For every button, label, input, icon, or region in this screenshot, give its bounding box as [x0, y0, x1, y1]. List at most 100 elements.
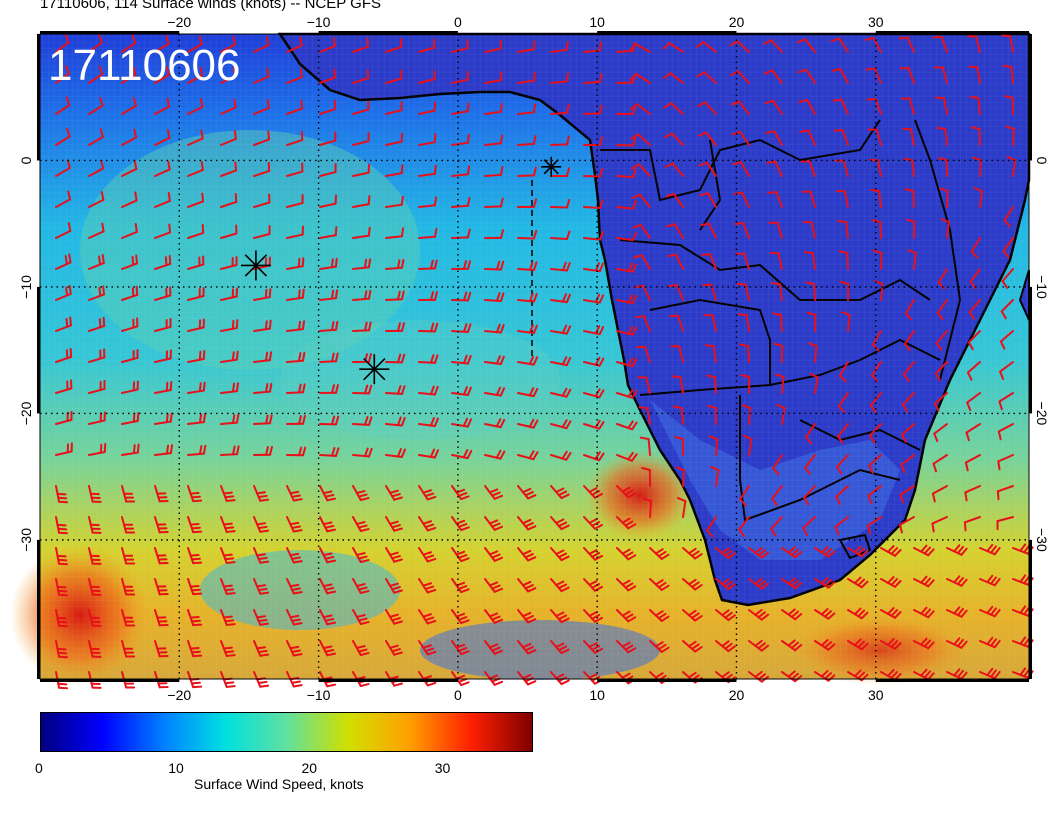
wind-barb — [220, 67, 237, 84]
wind-barb — [836, 423, 849, 444]
wind-barb — [121, 317, 139, 332]
wind-barb — [804, 454, 816, 475]
wind-barb — [418, 322, 439, 333]
left-lat-label: 0 — [18, 156, 34, 164]
wind-barb — [635, 315, 651, 332]
wind-barb — [220, 35, 237, 53]
wind-barbs — [55, 33, 1034, 690]
wind-barb — [730, 70, 750, 84]
colorbar-gradient — [40, 712, 533, 752]
wind-barb — [121, 380, 139, 394]
wind-barb — [385, 164, 404, 177]
colorbar-tick-label: 30 — [434, 760, 451, 776]
wind-barb — [121, 222, 138, 239]
wind-barb — [319, 578, 337, 595]
asterisk-marker-3 — [541, 156, 562, 177]
wind-barb — [629, 73, 651, 84]
wind-barb — [550, 578, 570, 593]
wind-barb — [616, 451, 638, 462]
wind-barb — [979, 574, 1001, 587]
wind-barb — [517, 134, 537, 146]
wind-barb — [55, 442, 73, 456]
wind-barb — [154, 223, 171, 239]
wind-barb — [641, 467, 651, 487]
wind-barb — [286, 609, 303, 626]
wind-barb — [55, 159, 71, 177]
wind-barb — [418, 164, 437, 177]
wind-barb — [451, 260, 472, 270]
wind-barb — [451, 449, 473, 460]
wind-barb — [939, 187, 949, 208]
wind-barb — [352, 516, 370, 532]
top-lon-label: 30 — [868, 14, 884, 30]
wind-barb — [934, 392, 948, 412]
wind-barb — [319, 68, 337, 84]
top-edge-bar — [875, 31, 1029, 34]
wind-barb — [385, 609, 403, 625]
wind-barb — [847, 545, 869, 558]
wind-barb — [708, 435, 719, 456]
wind-barb — [220, 640, 236, 657]
wind-barb — [352, 226, 371, 239]
bottom-lon-label: 30 — [868, 687, 884, 703]
wind-barb — [220, 609, 236, 626]
wind-barb — [451, 417, 473, 428]
wind-barb — [963, 516, 981, 532]
wind-barb — [979, 605, 1001, 618]
wind-barb — [996, 485, 1014, 501]
axis-tick-labels: −20 −20 −10 −10 0 0 10 10 20 20 30 30 0 0 −10 −10 −20 −20… — [18, 14, 1050, 703]
wind-barb — [286, 225, 304, 239]
wind-barb — [418, 101, 437, 115]
wind-barb — [866, 97, 882, 115]
wind-barb — [583, 73, 603, 84]
wind-barb — [418, 227, 438, 239]
wind-barb — [88, 96, 104, 115]
wind-barb — [286, 99, 304, 115]
wind-barb — [418, 385, 439, 396]
wind-barb — [352, 547, 370, 563]
wind-barb — [88, 578, 102, 596]
wind-barb — [484, 197, 504, 208]
wind-barb — [484, 386, 506, 397]
wind-barb — [831, 67, 849, 84]
wind-barb — [781, 608, 803, 621]
wind-barb — [671, 375, 684, 394]
wind-barb — [664, 162, 684, 177]
wind-barb — [672, 405, 684, 425]
wind-barb — [903, 330, 915, 352]
wind-barb — [517, 261, 538, 271]
wind-barb — [187, 192, 205, 208]
wind-barb — [253, 640, 270, 657]
wind-barb — [898, 516, 915, 534]
wind-barb — [187, 350, 206, 363]
wind-barb — [55, 379, 73, 394]
wind-barb — [932, 454, 948, 473]
wind-barb — [451, 133, 470, 146]
wind-barb — [937, 157, 948, 177]
wind-barb — [121, 547, 136, 565]
wind-barb — [517, 229, 538, 240]
wind-barb — [253, 36, 270, 53]
wind-barb — [970, 237, 981, 259]
wind-barb — [451, 609, 470, 625]
wind-barb — [697, 101, 717, 115]
wind-barb — [736, 283, 750, 301]
wind-barb — [583, 199, 604, 210]
wind-barb — [583, 419, 605, 430]
wind-barb — [286, 640, 303, 657]
wind-barb — [583, 516, 603, 530]
wind-barb — [253, 547, 270, 564]
wind-barb — [121, 516, 136, 534]
wind-barb — [550, 419, 572, 430]
wind-barb — [121, 412, 140, 425]
wind-barb — [253, 382, 273, 394]
wind-barb — [253, 225, 271, 239]
wind-barb — [220, 485, 236, 502]
wind-barb — [946, 606, 968, 618]
wind-barb — [121, 443, 140, 456]
wind-barb — [286, 351, 306, 363]
wind-barb — [913, 606, 935, 619]
wind-barb — [352, 485, 370, 501]
wind-barb — [319, 547, 337, 564]
wind-barb — [517, 71, 536, 84]
